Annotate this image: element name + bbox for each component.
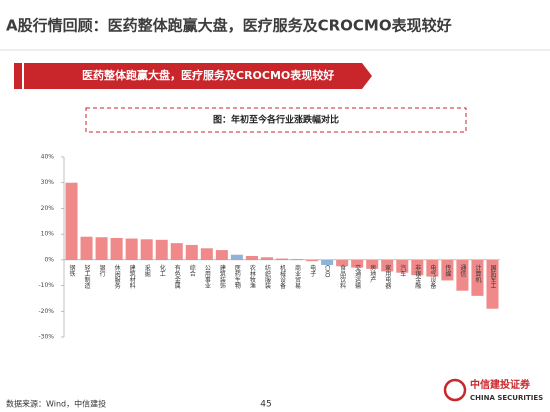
- x-tick-label: 建筑材料: [128, 264, 135, 290]
- x-tick-label: 采掘: [143, 264, 150, 278]
- bar: [321, 259, 334, 265]
- bar: [185, 244, 198, 260]
- y-tick-label: 30%: [41, 179, 55, 186]
- x-tick-label: 综合: [188, 264, 195, 278]
- banner-text: 医药整体跑赢大盘，医疗服务及CROCMO表现较好: [82, 68, 334, 82]
- x-tick-label: 建筑装饰: [218, 264, 225, 290]
- bar: [275, 258, 289, 260]
- x-tick-label: 电气设备: [429, 264, 436, 290]
- bar: [200, 248, 213, 260]
- bar: [411, 259, 424, 276]
- y-tick-label: -20%: [38, 308, 54, 315]
- bar: [336, 259, 349, 267]
- chart-title: 图：年初至今各行业涨跌幅对比: [213, 114, 339, 126]
- chart-title-box: [85, 107, 467, 133]
- x-tick-label: 休闲服务: [113, 264, 120, 290]
- y-tick-label: 10%: [41, 231, 55, 238]
- x-tick-label: 银行: [98, 264, 105, 278]
- banner-tab: [14, 63, 22, 89]
- x-tick-label: 交通运输: [354, 264, 361, 290]
- bar: [245, 256, 258, 260]
- x-tick-label: 医药生物: [233, 265, 240, 290]
- bar: [381, 259, 394, 272]
- y-tick-label: 20%: [41, 205, 55, 212]
- x-tick-label: 食品饮料: [339, 264, 346, 290]
- y-tick-label: 40%: [41, 154, 55, 161]
- logo-icon: [443, 378, 467, 402]
- bar: [291, 259, 304, 260]
- x-tick-label: 商业贸易: [294, 264, 301, 290]
- x-tick-label: 有色金属: [173, 264, 180, 290]
- x-tick-label: 非银金融: [414, 264, 421, 290]
- x-tick-label: 汽车: [399, 264, 406, 278]
- bar: [80, 236, 93, 260]
- x-tick-label: 化工: [158, 264, 165, 277]
- x-tick-label: 机械设备: [279, 264, 286, 290]
- y-tick-label: 0%: [44, 256, 54, 263]
- x-tick-label: 轻工制造: [83, 264, 90, 290]
- bar: [155, 239, 168, 260]
- bar: [471, 259, 484, 296]
- x-tick-label: 国防军工: [489, 265, 496, 289]
- x-tick-label: 纺织服装: [263, 264, 270, 290]
- bar: [95, 237, 108, 260]
- bar: [486, 259, 499, 309]
- bar: [110, 238, 123, 260]
- bar: [260, 257, 273, 260]
- bar: [65, 182, 78, 260]
- y-tick-label: -30%: [38, 334, 54, 341]
- x-tick-label: 家用电器: [384, 264, 391, 290]
- bar: [456, 259, 469, 291]
- x-tick-label: 电子: [309, 264, 316, 277]
- bar: [140, 239, 153, 260]
- bar: [396, 259, 409, 273]
- banner-bg: [24, 63, 372, 89]
- bar: [215, 250, 228, 260]
- x-tick-label: CXO: [324, 265, 331, 278]
- bar: [125, 238, 138, 260]
- x-tick-label: 农林牧渔: [248, 264, 255, 290]
- page-number: 45: [260, 400, 271, 410]
- bar: [351, 259, 364, 268]
- bar: [170, 243, 183, 260]
- bar: [426, 259, 439, 277]
- source: 数据来源：Wind，中信建投: [6, 399, 106, 409]
- bar: [366, 259, 379, 269]
- bar: [441, 259, 454, 281]
- x-tick-label: 公用事业: [203, 265, 210, 289]
- x-tick-label: 计算机: [474, 264, 481, 284]
- bar: [230, 254, 243, 260]
- x-tick-label: 传媒: [444, 264, 451, 278]
- x-tick-label: 通信: [459, 264, 466, 278]
- slide-title: A股行情回顾：医药整体跑赢大盘，医疗服务及CROCMO表现较好: [6, 17, 452, 35]
- x-tick-label: 钢铁: [68, 264, 75, 278]
- bar: [306, 259, 319, 262]
- logo-en: CHINA SECURITIES: [470, 394, 543, 402]
- y-tick-label: -10%: [38, 282, 54, 289]
- x-tick-label: 房地产: [369, 264, 376, 284]
- logo-cn: 中信建投证券: [470, 378, 531, 391]
